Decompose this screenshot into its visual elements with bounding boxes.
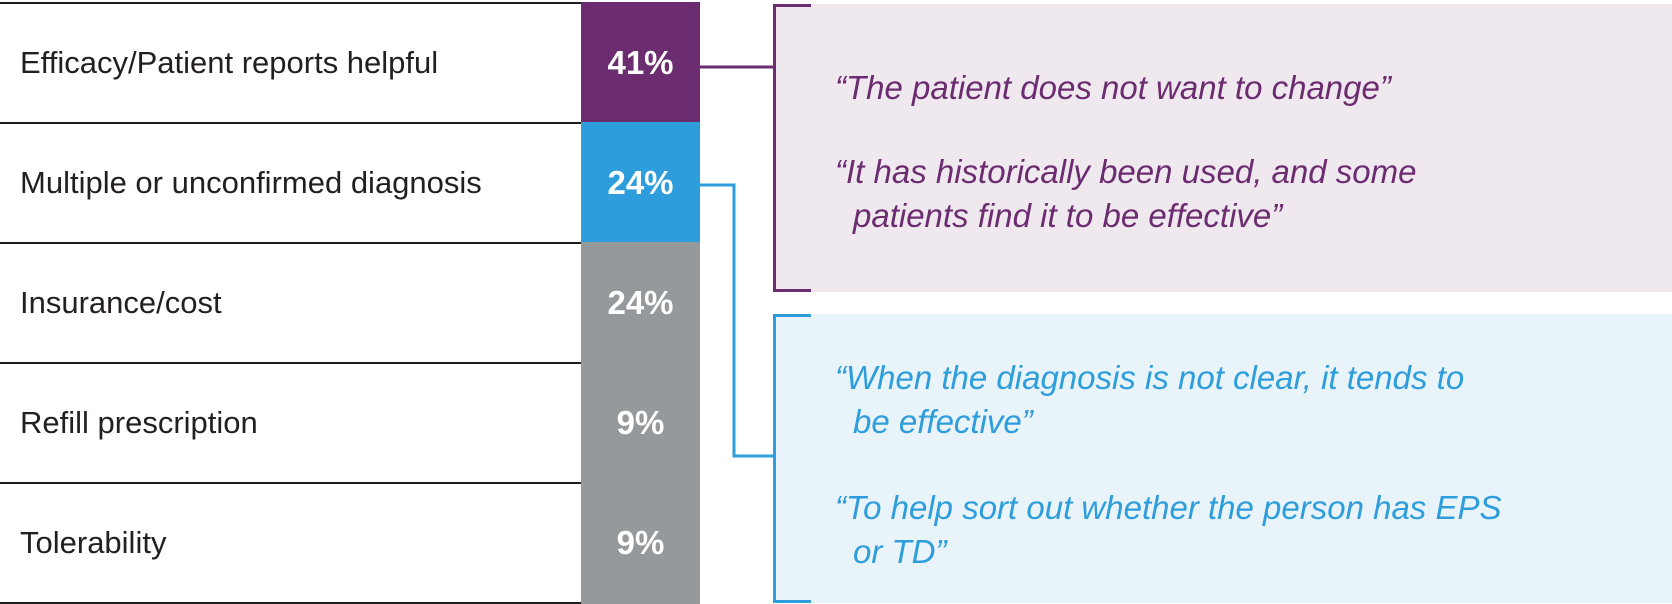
value-cell: 41% — [581, 2, 700, 124]
quote-line: “When the diagnosis is not clear, it ten… — [835, 359, 1465, 396]
table-row: Insurance/cost 24% — [0, 242, 700, 364]
quote-line: “The patient does not want to change” — [835, 69, 1391, 106]
quote-text: “To help sort out whether the person has… — [835, 486, 1635, 574]
value-cell: 24% — [581, 242, 700, 364]
category-label: Tolerability — [20, 525, 167, 560]
quote-line: be effective” — [853, 403, 1033, 440]
quote-line: “To help sort out whether the person has… — [835, 489, 1502, 526]
table-row: Efficacy/Patient reports helpful 41% — [0, 2, 700, 124]
quote-text: “It has historically been used, and some… — [835, 150, 1635, 238]
bracket — [773, 4, 811, 292]
category-label: Multiple or unconfirmed diagnosis — [20, 165, 482, 200]
category-label: Efficacy/Patient reports helpful — [20, 45, 439, 80]
quote-box-efficacy: “The patient does not want to change” “I… — [773, 4, 1672, 292]
quote-text: “When the diagnosis is not clear, it ten… — [835, 356, 1635, 444]
category-label: Refill prescription — [20, 405, 258, 440]
value-cell: 24% — [581, 122, 700, 244]
table-row: Multiple or unconfirmed diagnosis 24% — [0, 122, 700, 244]
quote-line: “It has historically been used, and some — [835, 153, 1417, 190]
quote-line: or TD” — [853, 533, 947, 570]
quote-box-diagnosis: “When the diagnosis is not clear, it ten… — [773, 314, 1672, 603]
bracket — [773, 314, 811, 603]
quote-line: patients find it to be effective” — [853, 197, 1283, 234]
value-cell: 9% — [581, 482, 700, 604]
value-cell: 9% — [581, 362, 700, 484]
table-row: Refill prescription 9% — [0, 362, 700, 484]
connector-diagnosis — [700, 183, 773, 458]
category-label: Insurance/cost — [20, 285, 222, 320]
quote-text: “The patient does not want to change” — [835, 66, 1635, 110]
